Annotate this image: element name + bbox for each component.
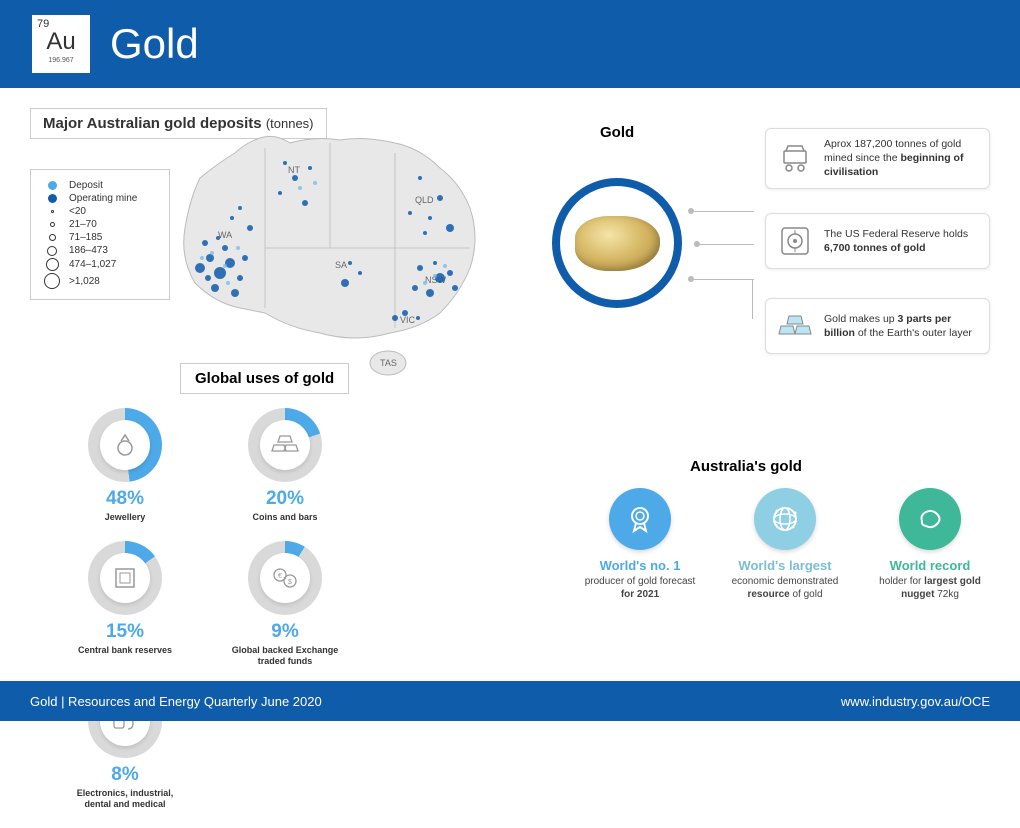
use-percent: 8% bbox=[70, 764, 180, 786]
australia-badge-icon bbox=[754, 488, 816, 550]
nugget-circle bbox=[552, 178, 682, 308]
australia-grid: World's no. 1 producer of gold forecast f… bbox=[580, 488, 990, 601]
connector-line bbox=[700, 244, 754, 245]
use-label: Electronics, industrial, dental and medi… bbox=[70, 788, 180, 810]
australia-item: World's largest economic demonstrated res… bbox=[725, 488, 845, 601]
uses-grid: 48% Jewellery 20% Coins and bars 15% Central … bbox=[70, 408, 470, 828]
periodic-element-box: 79 Au 196.967 bbox=[30, 13, 92, 75]
page-title: Gold bbox=[110, 20, 199, 68]
legend-row: 21–70 bbox=[43, 219, 157, 230]
australia-badge-icon bbox=[899, 488, 961, 550]
use-percent: 15% bbox=[70, 621, 180, 643]
legend-row: Operating mine bbox=[43, 193, 157, 204]
use-item: 20% Coins and bars bbox=[230, 408, 340, 523]
fact-card: Gold makes up 3 parts per billion of the… bbox=[765, 298, 990, 354]
gold-heading: Gold bbox=[600, 124, 634, 141]
gold-bars-icon bbox=[776, 307, 814, 345]
fact-text: Gold makes up 3 parts per billion of the… bbox=[824, 312, 979, 340]
use-item: €$9%Global backed Exchange traded funds bbox=[230, 541, 340, 667]
fact-text: The US Federal Reserve holds 6,700 tonne… bbox=[824, 227, 979, 255]
svg-text:WA: WA bbox=[218, 230, 232, 240]
legend-row: >1,028 bbox=[43, 273, 157, 289]
footer: Gold | Resources and Energy Quarterly Ju… bbox=[0, 681, 1020, 721]
atomic-mass: 196.967 bbox=[48, 57, 73, 64]
use-percent: 20% bbox=[230, 488, 340, 510]
use-icon bbox=[100, 420, 150, 470]
use-icon bbox=[100, 553, 150, 603]
svg-text:VIC: VIC bbox=[400, 315, 416, 325]
connector-line bbox=[752, 279, 753, 319]
header: 79 Au 196.967 Gold bbox=[0, 0, 1020, 88]
legend-row: 71–185 bbox=[43, 232, 157, 243]
map-legend: Deposit Operating mine <20 21–70 71–185 186–4… bbox=[30, 169, 170, 300]
legend-row: Deposit bbox=[43, 180, 157, 191]
australia-head: World's no. 1 bbox=[580, 558, 700, 573]
use-item: 15% Central bank reserves bbox=[70, 541, 180, 667]
australia-badge-icon bbox=[609, 488, 671, 550]
use-item: 48% Jewellery bbox=[70, 408, 180, 523]
use-label: Jewellery bbox=[70, 512, 180, 523]
donut-chart bbox=[88, 408, 162, 482]
australia-head: World's largest bbox=[725, 558, 845, 573]
donut-chart bbox=[88, 541, 162, 615]
vault-icon bbox=[776, 222, 814, 260]
australia-head: World record bbox=[870, 558, 990, 573]
donut-chart bbox=[248, 408, 322, 482]
use-percent: 9% bbox=[230, 621, 340, 643]
connector-line bbox=[694, 279, 754, 280]
donut-chart: €$ bbox=[248, 541, 322, 615]
use-percent: 48% bbox=[70, 488, 180, 510]
footer-left: Gold | Resources and Energy Quarterly Ju… bbox=[30, 694, 322, 709]
fact-card: Aprox 187,200 tonnes of gold mined since… bbox=[765, 128, 990, 189]
svg-text:TAS: TAS bbox=[380, 358, 397, 368]
australia-sub: producer of gold forecast for 2021 bbox=[580, 575, 700, 601]
footer-right: www.industry.gov.au/OCE bbox=[841, 694, 990, 709]
use-label: Global backed Exchange traded funds bbox=[230, 645, 340, 667]
fact-card: The US Federal Reserve holds 6,700 tonne… bbox=[765, 213, 990, 269]
connector-line bbox=[694, 211, 754, 212]
svg-text:$: $ bbox=[288, 579, 292, 586]
fact-text: Aprox 187,200 tonnes of gold mined since… bbox=[824, 137, 979, 180]
use-icon: €$ bbox=[260, 553, 310, 603]
element-symbol: Au bbox=[46, 28, 75, 56]
australia-title: Australia's gold bbox=[690, 458, 802, 475]
svg-text:QLD: QLD bbox=[415, 195, 434, 205]
atomic-number: 79 bbox=[37, 18, 49, 30]
use-icon bbox=[260, 420, 310, 470]
australia-item: World's no. 1 producer of gold forecast f… bbox=[580, 488, 700, 601]
australia-map: NT QLD WA SA NSW VIC TAS bbox=[170, 118, 510, 378]
australia-sub: economic demonstrated resource of gold bbox=[725, 575, 845, 601]
svg-text:NT: NT bbox=[288, 165, 300, 175]
svg-text:€: € bbox=[278, 573, 282, 580]
svg-text:SA: SA bbox=[335, 260, 347, 270]
uses-title: Global uses of gold bbox=[180, 363, 349, 394]
gold-nugget-image bbox=[575, 216, 660, 271]
legend-row: <20 bbox=[43, 206, 157, 217]
mining-cart-icon bbox=[776, 139, 814, 177]
legend-row: 474–1,027 bbox=[43, 258, 157, 271]
use-label: Central bank reserves bbox=[70, 645, 180, 656]
content: Major Australian gold deposits (tonnes) … bbox=[0, 88, 1020, 681]
australia-sub: holder for largest gold nugget 72kg bbox=[870, 575, 990, 601]
use-label: Coins and bars bbox=[230, 512, 340, 523]
australia-item: World record holder for largest gold nugg… bbox=[870, 488, 990, 601]
legend-row: 186–473 bbox=[43, 245, 157, 256]
